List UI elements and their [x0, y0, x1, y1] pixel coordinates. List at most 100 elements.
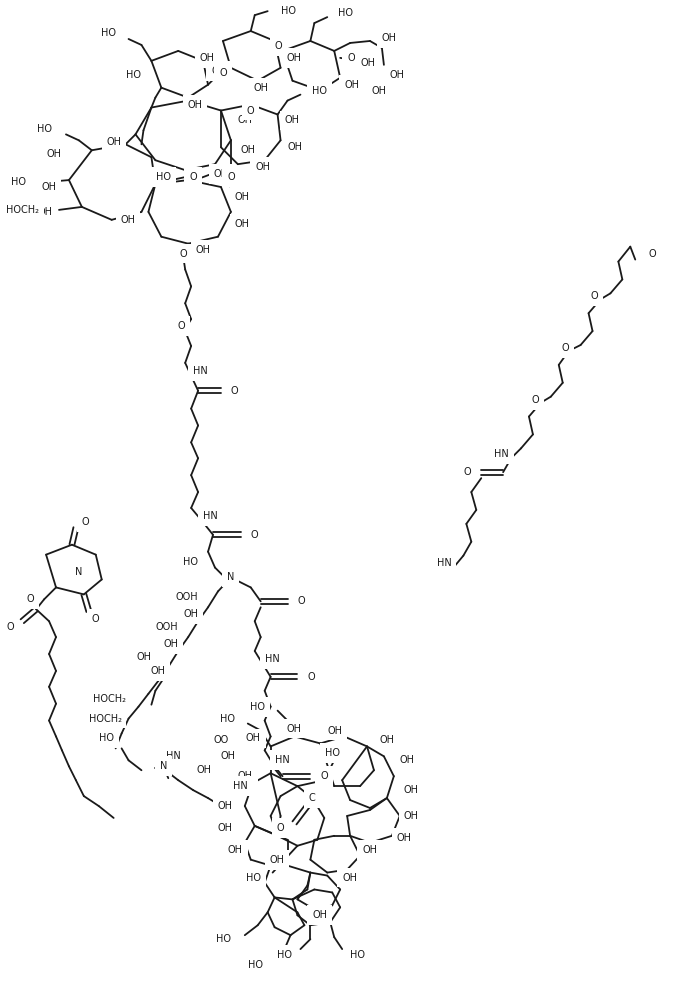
Text: HO: HO [249, 702, 265, 712]
Text: OOH: OOH [176, 592, 198, 602]
Text: HO: HO [126, 70, 141, 80]
Text: HO: HO [277, 950, 293, 960]
Text: O: O [591, 291, 598, 301]
Text: O: O [648, 249, 656, 259]
Text: HO: HO [220, 714, 235, 724]
Text: OO: OO [213, 735, 228, 745]
Text: HN: HN [203, 511, 218, 521]
Text: HN: HN [437, 558, 452, 568]
Text: HO: HO [281, 6, 295, 16]
Text: OH: OH [344, 80, 359, 90]
Text: OH: OH [327, 726, 342, 736]
Text: OH: OH [196, 765, 211, 775]
Text: OH: OH [390, 70, 405, 80]
Text: HO: HO [324, 748, 340, 758]
Text: N: N [160, 761, 167, 771]
Text: OH: OH [382, 33, 397, 43]
Text: OH: OH [347, 53, 362, 63]
Text: HN: HN [494, 449, 509, 459]
Text: N: N [75, 567, 82, 577]
Text: O: O [231, 386, 239, 396]
Text: OH: OH [404, 785, 418, 795]
Text: OH: OH [214, 169, 228, 179]
Text: HO: HO [247, 960, 263, 970]
Text: HO: HO [101, 28, 116, 38]
Text: O: O [82, 517, 89, 527]
Text: OH: OH [120, 215, 135, 225]
Text: OH: OH [238, 771, 253, 781]
Text: OH: OH [312, 910, 327, 920]
Text: OH: OH [255, 162, 270, 172]
Text: OH: OH [188, 100, 203, 110]
Text: O: O [227, 172, 235, 182]
Text: HO: HO [338, 8, 353, 18]
Text: O: O [26, 594, 34, 604]
Text: OH: OH [218, 823, 233, 833]
Text: O: O [251, 530, 258, 540]
Text: OH: OH [404, 811, 418, 821]
Text: OH: OH [270, 855, 285, 865]
Text: O: O [247, 106, 255, 116]
Text: OH: OH [241, 145, 256, 155]
Text: OH: OH [228, 845, 243, 855]
Text: OH: OH [200, 53, 215, 63]
Text: HO: HO [37, 124, 52, 134]
Text: OH: OH [397, 833, 412, 843]
Text: O: O [219, 68, 226, 78]
Text: O: O [561, 343, 569, 353]
Text: HN: HN [193, 366, 208, 376]
Text: OH: OH [211, 66, 226, 76]
Text: HN: HN [233, 781, 248, 791]
Text: OH: OH [218, 801, 233, 811]
Text: OH: OH [287, 53, 301, 63]
Text: O: O [177, 321, 185, 331]
Text: OH: OH [400, 755, 415, 765]
Text: OH: OH [360, 58, 375, 68]
Text: HO: HO [156, 172, 171, 182]
Text: OH: OH [221, 751, 236, 761]
Text: O: O [179, 249, 187, 259]
Text: HO: HO [99, 733, 114, 743]
Text: OH: OH [37, 207, 52, 217]
Text: OH: OH [238, 115, 253, 125]
Text: HO: HO [183, 557, 198, 567]
Text: N: N [227, 572, 235, 582]
Text: OH: OH [342, 873, 357, 883]
Text: HO: HO [245, 873, 261, 883]
Text: HN: HN [274, 755, 289, 765]
Text: HOCH₂: HOCH₂ [93, 694, 126, 704]
Text: C: C [309, 793, 316, 803]
Text: O: O [531, 395, 539, 405]
Text: OH: OH [380, 735, 395, 745]
Text: O: O [277, 823, 285, 833]
Text: HN: HN [265, 654, 279, 664]
Text: OH: OH [183, 609, 198, 619]
Text: OH: OH [47, 149, 62, 159]
Text: OH: OH [235, 219, 250, 229]
Text: OH: OH [195, 245, 210, 255]
Text: HO: HO [350, 950, 365, 960]
Text: HOCH₂: HOCH₂ [89, 714, 122, 724]
Text: OH: OH [362, 845, 377, 855]
Text: HOCH₂: HOCH₂ [6, 205, 39, 215]
Text: O: O [92, 614, 99, 624]
Text: OH: OH [254, 83, 268, 93]
Text: O: O [189, 172, 197, 182]
Text: OH: OH [107, 137, 122, 147]
Text: OH: OH [287, 724, 302, 734]
Text: OH: OH [137, 652, 151, 662]
Text: HN: HN [166, 751, 181, 761]
Text: OOH: OOH [155, 622, 178, 632]
Text: OH: OH [245, 733, 261, 743]
Text: OH: OH [287, 142, 303, 152]
Text: O: O [464, 467, 471, 477]
Text: O: O [308, 672, 315, 682]
Text: OH: OH [41, 182, 56, 192]
Text: HO: HO [312, 86, 327, 96]
Text: O: O [320, 771, 328, 781]
Text: O: O [7, 622, 14, 632]
Text: HO: HO [11, 177, 26, 187]
Text: OH: OH [235, 192, 250, 202]
Text: HO: HO [216, 934, 231, 944]
Text: O: O [274, 41, 283, 51]
